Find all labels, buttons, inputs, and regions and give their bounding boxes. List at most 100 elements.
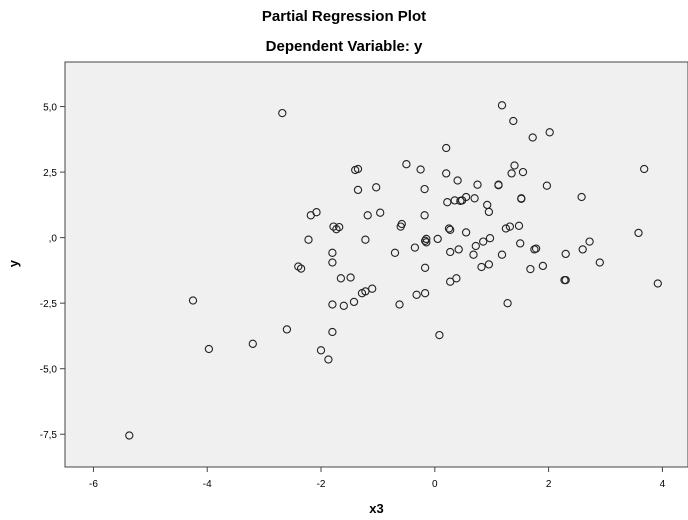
data-point bbox=[363, 211, 372, 220]
data-point bbox=[412, 290, 421, 299]
data-point bbox=[452, 274, 461, 283]
data-point bbox=[531, 244, 541, 253]
data-point bbox=[528, 133, 537, 142]
data-point bbox=[516, 239, 525, 248]
data-point bbox=[446, 277, 455, 286]
x-tick-label: 0 bbox=[432, 479, 438, 490]
data-point bbox=[125, 431, 134, 440]
y-tick-label: 2,5 bbox=[43, 168, 57, 179]
data-point bbox=[349, 297, 359, 307]
data-point bbox=[435, 330, 444, 340]
data-point bbox=[296, 264, 306, 273]
data-point bbox=[509, 116, 518, 126]
data-point bbox=[538, 261, 548, 271]
data-point bbox=[339, 301, 348, 310]
data-point bbox=[433, 234, 442, 244]
data-point bbox=[444, 224, 454, 233]
data-point bbox=[503, 299, 512, 308]
data-point bbox=[422, 238, 431, 247]
data-point bbox=[328, 327, 337, 337]
y-axis: -7,5 -5,0 -2,5 ,0 2,5 5,0 bbox=[40, 103, 65, 441]
data-point bbox=[484, 260, 494, 269]
data-point bbox=[376, 208, 385, 217]
y-axis-label: y bbox=[6, 259, 21, 267]
plot-area bbox=[64, 61, 688, 468]
data-point bbox=[390, 248, 400, 257]
data-point bbox=[585, 237, 594, 246]
y-tick-label: -5,0 bbox=[40, 365, 58, 376]
x-tick-label: -2 bbox=[317, 479, 326, 490]
data-point bbox=[335, 222, 344, 232]
data-point bbox=[561, 249, 570, 259]
data-point bbox=[328, 258, 337, 267]
data-point bbox=[477, 262, 486, 272]
data-point bbox=[328, 248, 337, 257]
data-point bbox=[461, 228, 471, 237]
data-point bbox=[204, 344, 214, 354]
data-point bbox=[395, 300, 404, 309]
data-point bbox=[501, 224, 511, 233]
data-point bbox=[353, 185, 363, 195]
data-point bbox=[361, 235, 370, 244]
data-point bbox=[304, 235, 313, 244]
data-point bbox=[420, 289, 430, 298]
data-point bbox=[507, 169, 516, 178]
data-point bbox=[410, 243, 420, 252]
data-point bbox=[353, 164, 363, 174]
data-point bbox=[420, 184, 429, 194]
data-point bbox=[420, 263, 430, 272]
x-tick-label: 2 bbox=[546, 479, 552, 490]
x-axis-label: x3 bbox=[369, 501, 383, 516]
x-axis: -6 -4 -2 0 2 4 bbox=[89, 467, 666, 490]
y-tick-label: -2,5 bbox=[40, 299, 58, 310]
data-point bbox=[453, 176, 462, 185]
scatter-points bbox=[125, 101, 662, 440]
data-point bbox=[361, 287, 370, 296]
data-point bbox=[653, 279, 662, 288]
data-point bbox=[372, 183, 381, 192]
data-point bbox=[324, 355, 333, 364]
data-point bbox=[446, 225, 455, 234]
x-tick-label: 4 bbox=[660, 479, 666, 490]
data-point bbox=[368, 284, 377, 293]
data-point bbox=[473, 180, 482, 189]
data-point bbox=[346, 273, 355, 282]
data-point bbox=[518, 167, 528, 177]
data-point bbox=[577, 192, 586, 202]
data-point bbox=[470, 194, 479, 203]
y-tick-label: -7,5 bbox=[40, 430, 58, 441]
y-tick-label: ,0 bbox=[49, 234, 58, 245]
x-tick-label: -4 bbox=[203, 479, 212, 490]
data-point bbox=[278, 108, 287, 118]
data-point bbox=[397, 219, 406, 229]
data-point bbox=[640, 164, 649, 174]
data-point bbox=[443, 198, 452, 207]
data-point bbox=[416, 165, 425, 174]
data-point bbox=[420, 211, 429, 220]
data-point bbox=[329, 222, 338, 231]
data-point bbox=[510, 161, 519, 170]
data-point bbox=[442, 143, 451, 153]
data-point bbox=[514, 221, 524, 230]
data-point bbox=[328, 300, 337, 309]
data-point bbox=[634, 228, 643, 238]
data-point bbox=[497, 250, 507, 259]
y-tick-label: 5,0 bbox=[43, 103, 57, 114]
data-point bbox=[497, 101, 507, 110]
data-point bbox=[542, 181, 552, 190]
data-point bbox=[526, 264, 535, 274]
data-point bbox=[454, 245, 463, 254]
data-point bbox=[282, 325, 292, 334]
data-point bbox=[422, 234, 431, 244]
chart-subtitle: Dependent Variable: y bbox=[265, 38, 423, 55]
data-point bbox=[595, 258, 604, 267]
data-point bbox=[188, 296, 198, 305]
data-point bbox=[442, 169, 451, 178]
data-point bbox=[561, 275, 570, 285]
data-point bbox=[578, 245, 587, 254]
data-point bbox=[248, 339, 257, 348]
data-point bbox=[446, 247, 455, 257]
data-point bbox=[312, 208, 321, 217]
data-point bbox=[545, 128, 554, 137]
